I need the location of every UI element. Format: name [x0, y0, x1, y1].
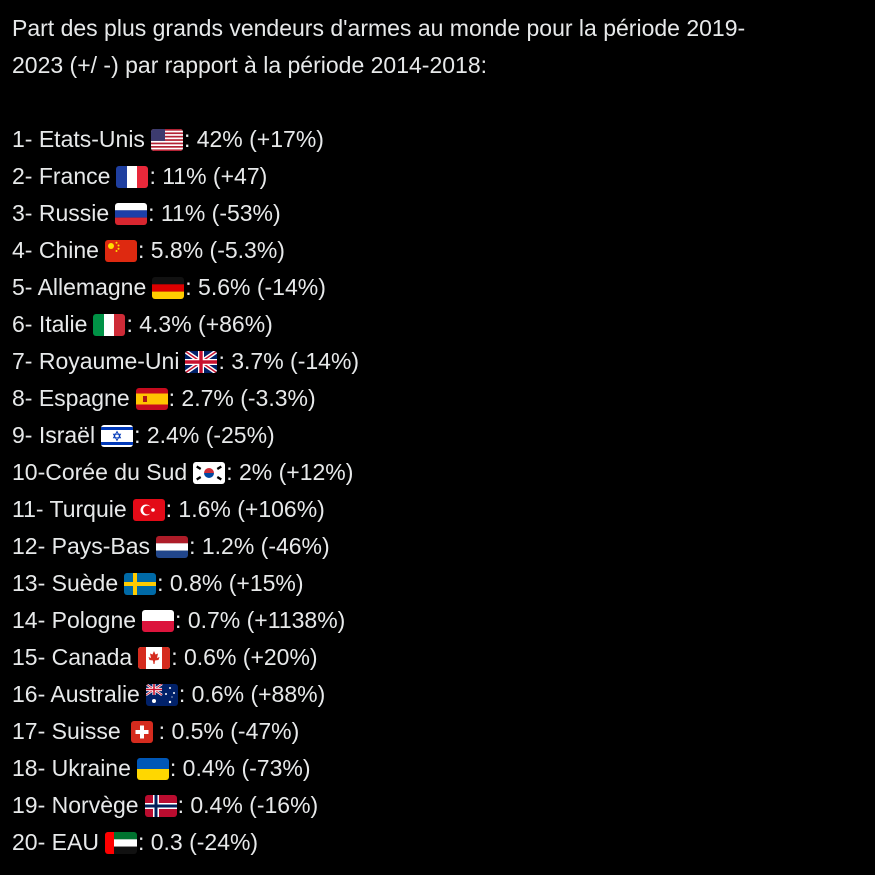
italy-flag-icon [93, 313, 126, 336]
share-value: : 0.4% (-16%) [177, 792, 319, 818]
country-label: 16- Australie [12, 681, 140, 707]
list-item: 9- Israël : 2.4% (-25%) [12, 417, 867, 454]
share-value: : 1.6% (+106%) [165, 496, 325, 522]
list-item: 12- Pays-Bas : 1.2% (-46%) [12, 528, 867, 565]
germany-flag-icon [152, 276, 185, 299]
list-item: 6- Italie : 4.3% (+86%) [12, 306, 867, 343]
share-value: : 0.3 (-24%) [137, 829, 259, 855]
list-item: 5- Allemagne : 5.6% (-14%) [12, 269, 867, 306]
share-value: : 1.2% (-46%) [189, 533, 330, 559]
australia-flag-icon [145, 683, 178, 706]
share-value: : 0.6% (+20%) [171, 644, 318, 670]
list-item: 8- Espagne : 2.7% (-3.3%) [12, 380, 867, 417]
country-label: 7- Royaume-Uni [12, 348, 180, 374]
share-value: : 2.7% (-3.3%) [168, 385, 316, 411]
poland-flag-icon [142, 609, 175, 632]
spain-flag-icon [135, 387, 168, 410]
share-value: : 2% (+12%) [226, 459, 354, 485]
china-flag-icon [104, 239, 137, 262]
country-label: 1- Etats-Unis [12, 126, 145, 152]
country-label: 19- Norvège [12, 792, 139, 818]
share-value: : 0.7% (+1138%) [175, 607, 346, 633]
share-value: : 0.5% (-47%) [158, 718, 300, 744]
country-label: 18- Ukraine [12, 755, 131, 781]
blank-line [12, 84, 867, 121]
country-label: 13- Suède [12, 570, 119, 596]
country-label: 12- Pays-Bas [12, 533, 151, 559]
list-item: 16- Australie : 0.6% (+88%) [12, 676, 867, 713]
list-item: 3- Russie : 11% (-53%) [12, 195, 867, 232]
share-value: : 5.6% (-14%) [185, 274, 326, 300]
post-title: Part des plus grands vendeurs d'armes au… [12, 15, 746, 78]
list-item: 17- Suisse : 0.5% (-47%) [12, 713, 867, 750]
post-body: Part des plus grands vendeurs d'armes au… [12, 10, 867, 861]
uk-flag-icon [185, 350, 218, 373]
country-label: 8- Espagne [12, 385, 130, 411]
share-value: : 5.8% (-5.3%) [137, 237, 285, 263]
share-value: : 0.6% (+88%) [178, 681, 326, 707]
france-flag-icon [116, 165, 149, 188]
us-flag-icon [150, 128, 183, 151]
country-label: 4- Chine [12, 237, 99, 263]
country-label: 6- Italie [12, 311, 88, 337]
list-item: 19- Norvège : 0.4% (-16%) [12, 787, 867, 824]
share-value: : 4.3% (+86%) [126, 311, 273, 337]
share-value: : 11% (-53%) [148, 200, 281, 226]
country-label: 15- Canada [12, 644, 133, 670]
country-label: 10-Corée du Sud [12, 459, 188, 485]
share-value: : 0.4% (-73%) [169, 755, 311, 781]
country-label: 14- Pologne [12, 607, 137, 633]
list-item: 4- Chine : 5.8% (-5.3%) [12, 232, 867, 269]
share-value: : 2.4% (-25%) [134, 422, 275, 448]
share-value: : 11% (+47) [149, 163, 268, 189]
canada-flag-icon [138, 646, 171, 669]
sweden-flag-icon [124, 572, 157, 595]
list-item: 7- Royaume-Uni : 3.7% (-14%) [12, 343, 867, 380]
israel-flag-icon [101, 424, 134, 447]
share-value: : 42% (+17%) [183, 126, 324, 152]
country-label: 20- EAU [12, 829, 99, 855]
list-item: 11- Turquie : 1.6% (+106%) [12, 491, 867, 528]
list-item: 15- Canada : 0.6% (+20%) [12, 639, 867, 676]
switzerland-flag-icon [130, 720, 153, 743]
norway-flag-icon [144, 794, 177, 817]
list-item: 14- Pologne : 0.7% (+1138%) [12, 602, 867, 639]
south-korea-flag-icon [193, 461, 226, 484]
russia-flag-icon [115, 202, 148, 225]
country-label: 9- Israël [12, 422, 96, 448]
list-item: 1- Etats-Unis : 42% (+17%) [12, 121, 867, 158]
country-label: 11- Turquie [12, 496, 127, 522]
share-value: : 0.8% (+15%) [157, 570, 304, 596]
ukraine-flag-icon [136, 757, 169, 780]
ranking-list: 1- Etats-Unis : 42% (+17%) 2- France [12, 121, 867, 861]
list-item: 18- Ukraine : 0.4% (-73%) [12, 750, 867, 787]
country-label: 17- Suisse [12, 718, 121, 744]
share-value: : 3.7% (-14%) [218, 348, 360, 374]
list-item: 20- EAU : 0.3 (-24%) [12, 824, 867, 861]
country-label: 2- France [12, 163, 111, 189]
list-item: 2- France : 11% (+47) [12, 158, 867, 195]
list-item: 13- Suède : 0.8% (+15%) [12, 565, 867, 602]
uae-flag-icon [104, 831, 137, 854]
list-item: 10-Corée du Sud : 2% (+12%) [12, 454, 867, 491]
turkey-flag-icon [132, 498, 165, 521]
netherlands-flag-icon [156, 535, 189, 558]
country-label: 5- Allemagne [12, 274, 147, 300]
country-label: 3- Russie [12, 200, 110, 226]
